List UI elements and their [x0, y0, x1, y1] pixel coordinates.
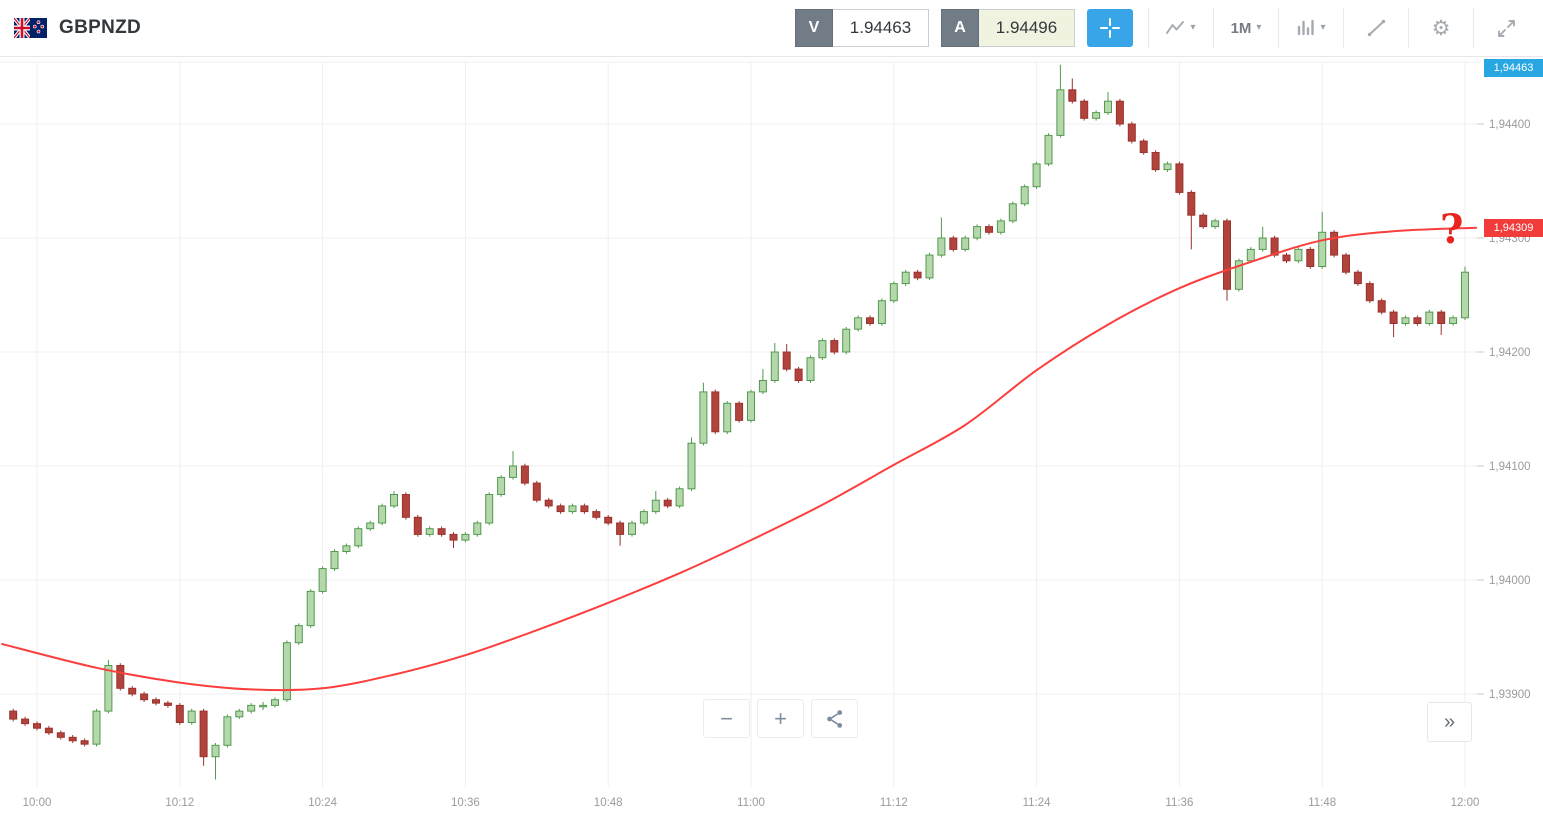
trendline-button[interactable]: [1353, 8, 1399, 48]
toolbar-separator: [1408, 8, 1409, 48]
candles: [9, 64, 1469, 780]
price-axis-label: 1,94200: [1489, 347, 1531, 359]
time-axis-label: 11:12: [880, 797, 908, 809]
time-axis-label: 11:48: [1308, 797, 1336, 809]
zoom-in-button[interactable]: +: [757, 699, 804, 738]
price-axis-label: 1,94100: [1489, 461, 1531, 473]
price-axis-label: 1,93900: [1489, 689, 1531, 701]
settings-button[interactable]: ⚙: [1418, 8, 1464, 48]
time-axis-label: 10:36: [451, 797, 480, 809]
crosshair-button[interactable]: [1087, 9, 1133, 47]
time-axis-label: 11:24: [1023, 797, 1052, 809]
time-axis-label: 12:00: [1451, 797, 1480, 809]
toolbar-separator: [1343, 8, 1344, 48]
toolbar: GBPNZD V 1.94463 A 1.94496: [0, 0, 1543, 57]
ma-price-badge: 1,94309: [1484, 219, 1543, 237]
timeframe-button[interactable]: 1M ▾: [1223, 8, 1269, 48]
symbol-title: GBPNZD: [59, 17, 142, 38]
time-axis-label: 10:24: [308, 797, 337, 809]
sell-price: 1.94463: [833, 9, 929, 47]
symbol-header: GBPNZD: [14, 17, 141, 39]
price-axis-label: 1,94400: [1489, 119, 1531, 131]
chevron-down-icon: ▾: [1320, 22, 1326, 33]
buy-quote-button[interactable]: A 1.94496: [941, 9, 1075, 47]
chart-zoom-controls: − +: [703, 699, 858, 738]
fullscreen-button[interactable]: [1483, 8, 1529, 48]
collapse-panel-button[interactable]: »: [1427, 702, 1472, 742]
toolbar-separator: [1148, 8, 1149, 48]
sell-quote-button[interactable]: V 1.94463: [795, 9, 929, 47]
time-axis-label: 11:36: [1165, 797, 1193, 809]
grid: 1,944001,943001,942001,941001,940001,939…: [0, 61, 1531, 809]
fullscreen-expand-icon: [1497, 19, 1515, 37]
crosshair-icon: [1100, 18, 1120, 38]
chevron-down-icon: ▾: [1190, 22, 1196, 33]
time-axis-label: 10:00: [23, 797, 52, 809]
current-price-badge: 1,94463: [1484, 59, 1543, 77]
chart-type-icon: [1166, 21, 1185, 34]
time-axis-label: 11:00: [737, 797, 765, 809]
toolbar-separator: [1213, 8, 1214, 48]
chart-type-button[interactable]: ▾: [1158, 8, 1204, 48]
indicators-icon: [1298, 19, 1315, 36]
price-axis-label: 1,94000: [1489, 575, 1531, 587]
chevron-down-icon: ▾: [1256, 22, 1262, 33]
toolbar-separator: [1278, 8, 1279, 48]
question-mark-annotation: ?: [1440, 206, 1464, 253]
sell-side-label: V: [795, 9, 833, 47]
gbpnzd-flag-icon: [14, 18, 47, 38]
share-button[interactable]: [811, 699, 858, 738]
moving-average-line: [1, 226, 1477, 692]
trendline-icon: [1367, 19, 1385, 37]
zoom-out-button[interactable]: −: [703, 699, 750, 738]
buy-side-label: A: [941, 9, 979, 47]
time-axis-label: 10:48: [594, 797, 623, 809]
timeframe-label: 1M: [1230, 19, 1252, 37]
time-axis-label: 10:12: [165, 797, 194, 809]
toolbar-separator: [1473, 8, 1474, 48]
indicators-button[interactable]: ▾: [1288, 8, 1334, 48]
gear-icon: ⚙: [1431, 16, 1451, 40]
buy-price: 1.94496: [979, 9, 1075, 47]
share-icon: [826, 709, 842, 728]
